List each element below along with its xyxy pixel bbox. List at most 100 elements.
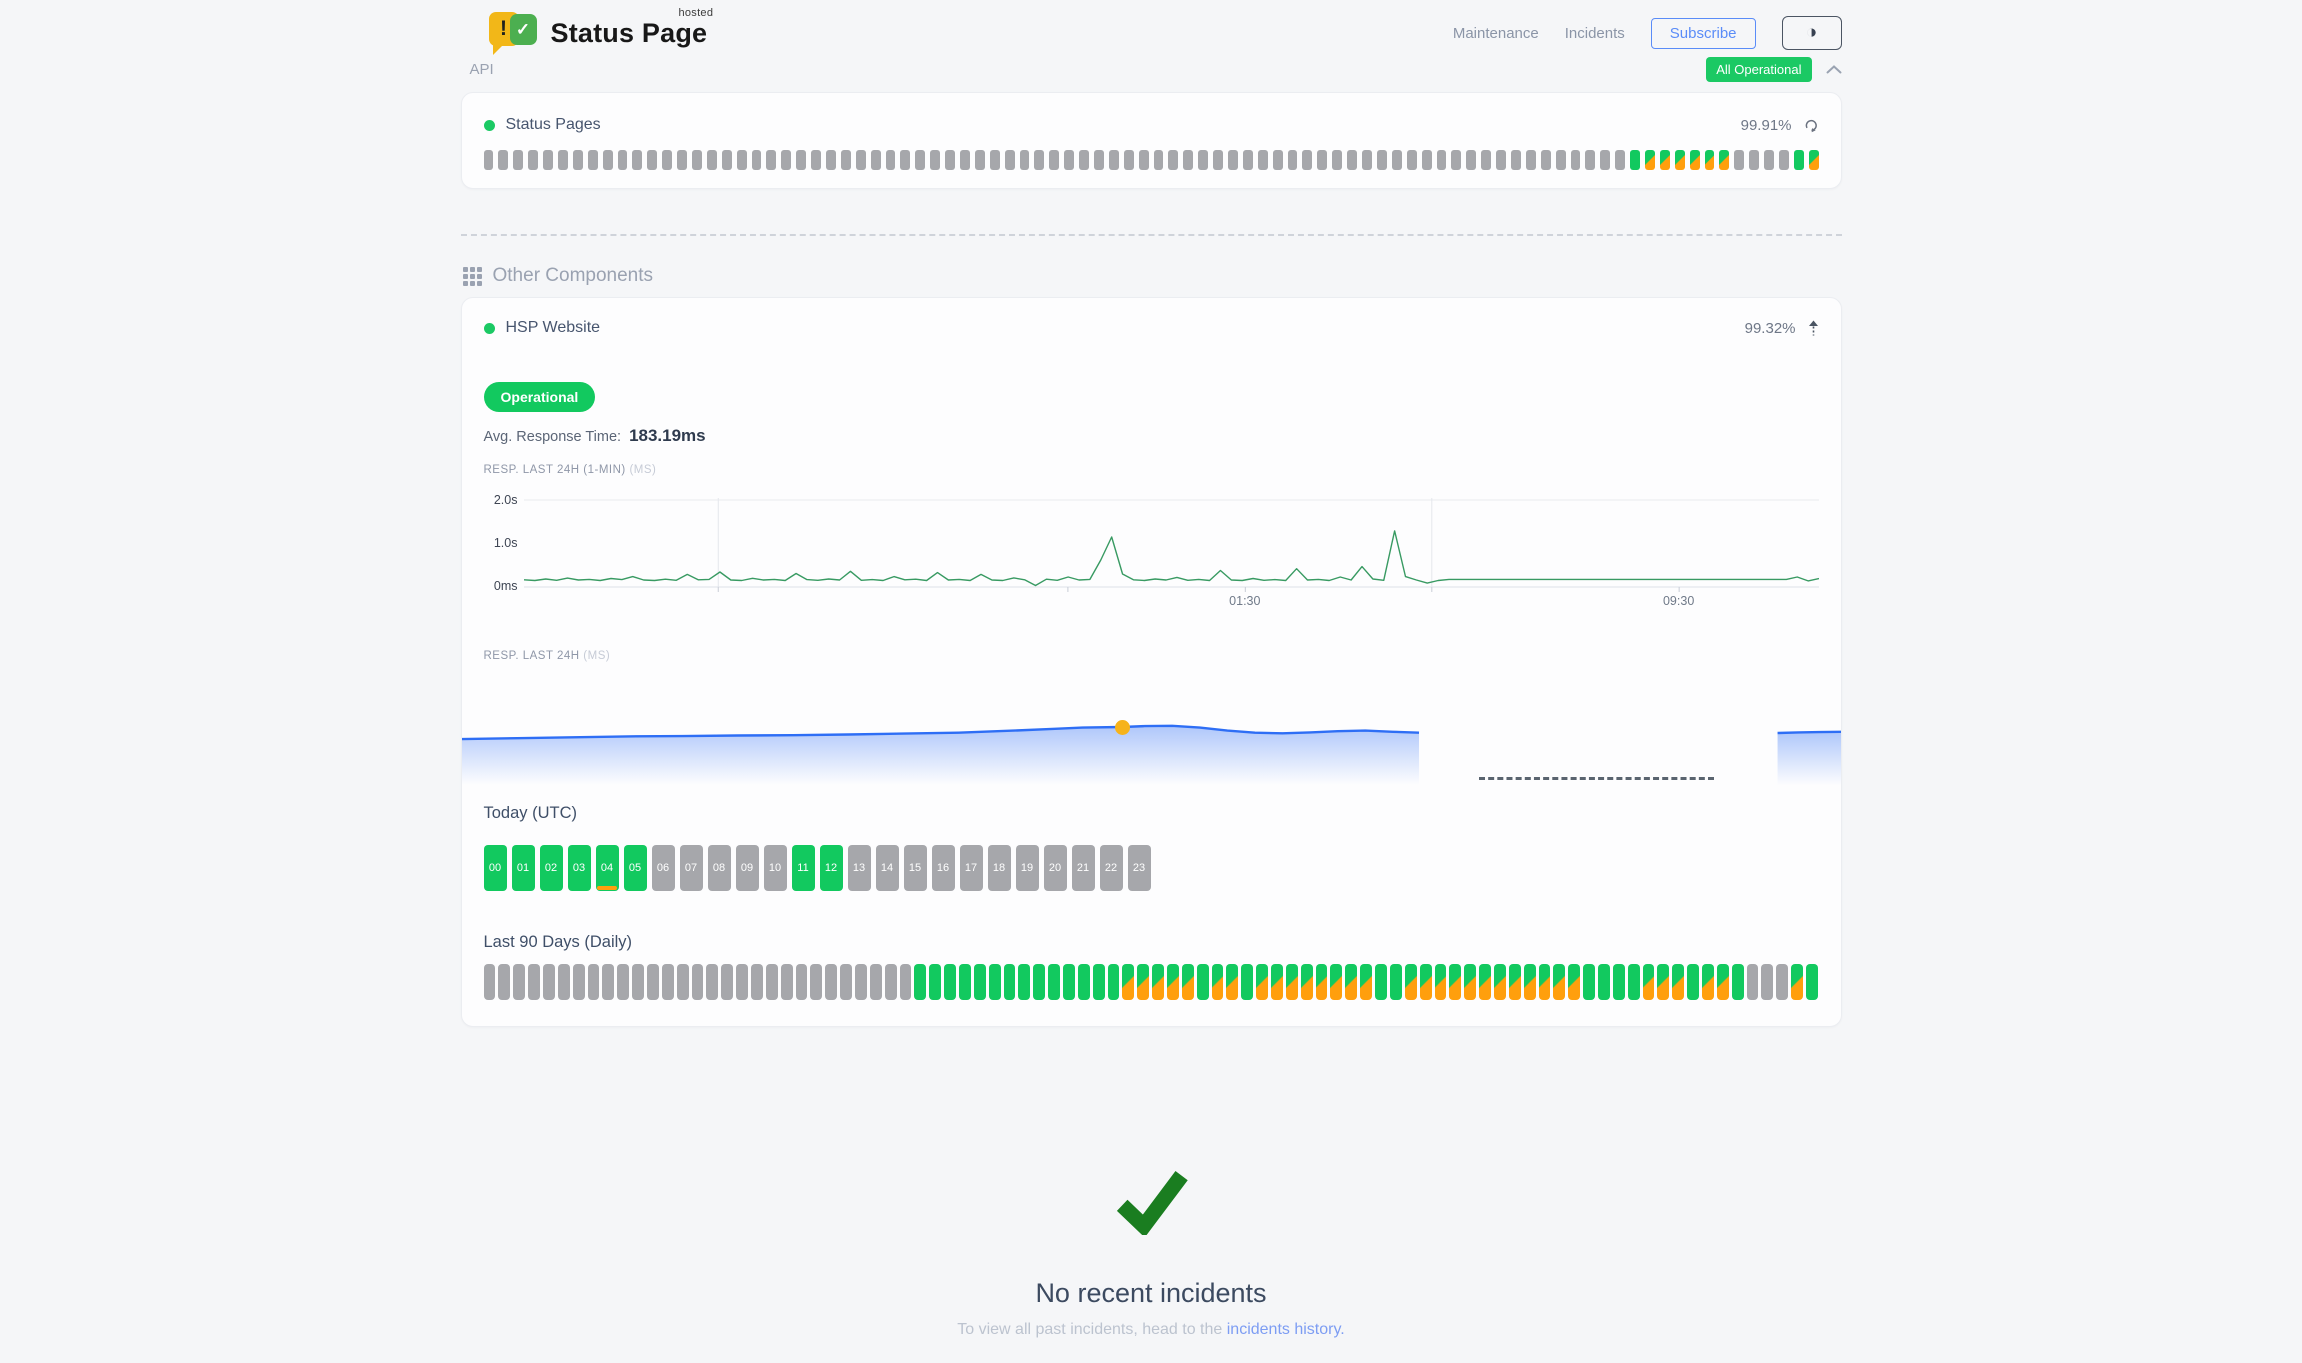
day-block <box>1464 964 1477 1000</box>
uptime-bar <box>989 150 1000 170</box>
day-block <box>1553 964 1566 1000</box>
theme-toggle-button[interactable]: ◑ <box>1781 16 1842 50</box>
day-block <box>513 964 526 1000</box>
day-block <box>1776 964 1789 1000</box>
day-block <box>1731 964 1744 1000</box>
x-axis-tick-label: 09:30 <box>1662 594 1695 608</box>
uptime-bar <box>587 150 598 170</box>
other-components-title: Other Components <box>492 265 654 286</box>
hour-label: 23 <box>1132 862 1146 874</box>
day-block <box>1107 964 1120 1000</box>
uptime-percentage: 99.91% <box>1740 116 1792 134</box>
uptime-bar <box>1570 150 1581 170</box>
hour-label: 05 <box>628 862 642 874</box>
day-block <box>1493 964 1506 1000</box>
uptime-bar <box>915 150 926 170</box>
hour-label: 02 <box>544 862 558 874</box>
day-block <box>780 964 793 1000</box>
day-block <box>1523 964 1536 1000</box>
uptime-bar <box>1198 150 1209 170</box>
uptime-bar <box>1183 150 1194 170</box>
other-components-header: Other Components <box>461 265 1842 287</box>
header-nav: Maintenance Incidents Subscribe ◑ <box>1453 16 1842 50</box>
hour-label: 07 <box>684 862 698 874</box>
nav-maintenance[interactable]: Maintenance <box>1452 24 1539 42</box>
day-block <box>1196 964 1209 1000</box>
day-block <box>1181 964 1194 1000</box>
hour-label: 21 <box>1076 862 1090 874</box>
day-block <box>1003 964 1016 1000</box>
day-block <box>632 964 644 1000</box>
nav-incidents[interactable]: Incidents <box>1564 24 1625 42</box>
incidents-caption: To view all past incidents, head to the … <box>957 1321 1345 1338</box>
uptime-bar <box>1674 150 1685 170</box>
hour-block-06: 06 <box>651 845 675 891</box>
day-block <box>1033 964 1046 1000</box>
uptime-bar <box>513 150 524 170</box>
hour-label: 12 <box>824 862 838 874</box>
day-block <box>1746 964 1759 1000</box>
day-block <box>1345 964 1358 1000</box>
hour-block-07: 07 <box>679 845 703 891</box>
no-data-dashed-line <box>1479 777 1714 780</box>
uptime-bar <box>602 150 613 170</box>
hour-block-05: 05 <box>623 845 647 891</box>
day-block <box>825 964 838 1000</box>
uptime-bar <box>1317 150 1328 170</box>
hour-block-11: 11 <box>791 845 815 891</box>
uptime-bar <box>1734 150 1745 170</box>
day-block <box>1285 964 1298 1000</box>
uptime-bar <box>557 150 568 170</box>
subscribe-button[interactable]: Subscribe <box>1650 17 1756 49</box>
chevron-up-icon[interactable] <box>1826 64 1842 74</box>
brand-logo[interactable]: ! ✓ Status Page hosted <box>488 7 713 56</box>
uptime-bar <box>1332 150 1343 170</box>
day-block <box>1597 964 1610 1000</box>
uptime-percentage: 99.32% <box>1744 319 1796 337</box>
day-block <box>1137 964 1150 1000</box>
uptime-bar <box>1436 150 1447 170</box>
hour-block-16: 16 <box>931 845 955 891</box>
day-block <box>1375 964 1387 1000</box>
status-page-logo-icon: ! ✓ <box>488 10 539 56</box>
uptime-bar <box>1004 150 1015 170</box>
component-name: HSP Website <box>505 319 601 336</box>
hour-block-14: 14 <box>875 845 899 891</box>
uptime-bar <box>930 150 941 170</box>
uptime-bar <box>706 150 717 170</box>
uptime-bar <box>766 150 777 170</box>
hour-block-04: 04 <box>595 845 619 891</box>
hour-block-08: 08 <box>707 845 731 891</box>
uptime-bar <box>1764 150 1774 170</box>
avg-response-value: 183.19ms <box>629 426 706 445</box>
uptime-bar <box>1034 150 1045 170</box>
hour-label: 00 <box>488 862 502 874</box>
hour-label: 08 <box>712 862 726 874</box>
logo-bubble-tail <box>492 44 504 55</box>
day-block <box>1716 964 1729 1000</box>
day-block <box>959 964 971 1000</box>
chart-unit: (MS) <box>629 464 657 476</box>
day-block <box>750 964 763 1000</box>
chart-marker-dot[interactable] <box>1115 719 1131 735</box>
day-block <box>1627 964 1640 1000</box>
day-block <box>1568 964 1581 1000</box>
hour-label: 19 <box>1020 862 1034 874</box>
hour-label: 15 <box>908 862 922 874</box>
uptime-bar <box>1525 150 1536 170</box>
hour-label: 13 <box>852 862 866 874</box>
uptime-bar <box>1555 150 1566 170</box>
day-block <box>1256 964 1269 1000</box>
uptime-bar <box>1257 150 1268 170</box>
hour-label: 03 <box>572 862 586 874</box>
day-block <box>1791 964 1803 1000</box>
uptime-bar <box>974 150 985 170</box>
refresh-icon[interactable] <box>1804 118 1819 133</box>
all-operational-badge: All Operational <box>1706 56 1812 82</box>
api-section-header: API All Operational <box>461 54 1842 84</box>
incidents-history-link[interactable]: incidents history. <box>1226 1321 1345 1338</box>
last90-heading: Last 90 Days (Daily) <box>483 933 633 951</box>
day-block <box>810 964 823 1000</box>
day-block <box>1805 964 1818 1000</box>
section-divider <box>460 234 1842 236</box>
